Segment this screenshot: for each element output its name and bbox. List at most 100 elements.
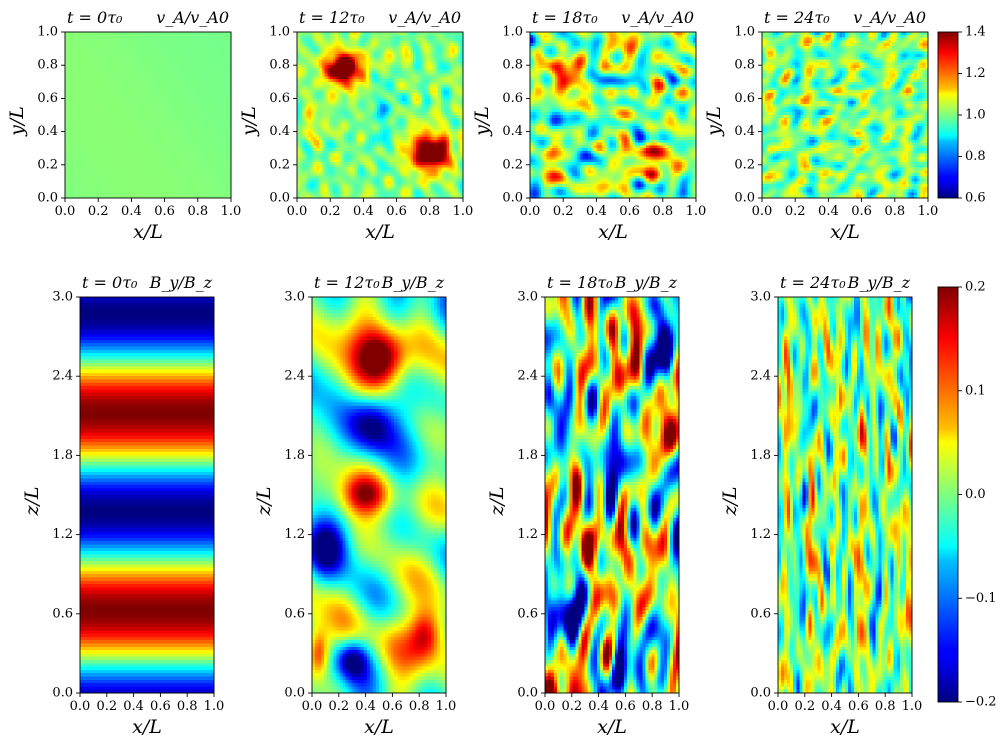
heatmap-cell [106, 45, 110, 50]
heatmap-cell [200, 98, 204, 102]
heatmap-cell [208, 73, 213, 77]
heatmap-cell [228, 37, 232, 41]
heatmap-cell [175, 65, 180, 69]
heatmap-cell [178, 54, 182, 58]
y-tick-label: 0.2 [37, 157, 58, 172]
heatmap-cell [70, 32, 74, 36]
heatmap-cell [178, 84, 182, 88]
heatmap-cell [192, 70, 196, 75]
heatmap-cell [81, 37, 85, 41]
heatmap-cell [156, 90, 160, 94]
heatmap-cell [125, 59, 130, 64]
heatmap-cell [78, 76, 83, 80]
heatmap-cell [208, 45, 213, 50]
heatmap-cell [219, 79, 224, 83]
heatmap-cell [81, 59, 85, 64]
heatmap-cell [117, 59, 121, 64]
heatmap-cell [170, 92, 174, 97]
heatmap-cell [167, 37, 171, 41]
heatmap-cell [150, 51, 155, 55]
heatmap-cell [100, 54, 105, 58]
heatmap-cell [178, 70, 182, 75]
heatmap-cell [214, 51, 218, 55]
heatmap-cell [183, 62, 188, 66]
heatmap-cell [170, 95, 174, 99]
heatmap-cell [98, 95, 102, 99]
heatmap-cells [65, 32, 232, 199]
heatmap-cell [172, 87, 177, 91]
heatmap-cell [159, 45, 163, 50]
heatmap-cell [181, 98, 185, 102]
heatmap-cell [222, 37, 227, 41]
heatmap-cell [139, 37, 144, 41]
heatmap-cell [123, 56, 127, 61]
heatmap-cell [183, 101, 188, 105]
heatmap-cell [159, 103, 163, 108]
heatmap-cell [161, 32, 166, 36]
heatmap-cell [123, 98, 127, 102]
heatmap-cell [114, 51, 119, 55]
heatmap-cell [87, 87, 91, 91]
heatmap-cell [134, 34, 138, 39]
heatmap-cell [175, 48, 180, 52]
heatmap-cell [120, 92, 124, 97]
heatmap-cell [131, 103, 135, 108]
heatmap-cell [161, 56, 166, 61]
heatmap-cell [195, 40, 199, 44]
heatmap-cell [219, 34, 224, 39]
heatmap-cell [161, 98, 166, 102]
heatmap-cell [114, 98, 119, 102]
heatmap-cell [217, 34, 221, 39]
heatmap-cell [148, 54, 152, 58]
heatmap-cell [211, 40, 215, 44]
heatmap-cell [76, 98, 80, 102]
heatmap-cell [81, 73, 85, 77]
heatmap-cell [225, 32, 229, 36]
heatmap-cell [170, 56, 174, 61]
heatmap-cell [195, 34, 199, 39]
heatmap-cell [195, 54, 199, 58]
heatmap-cell [95, 81, 99, 86]
heatmap-cell [208, 54, 213, 58]
heatmap-cell [164, 34, 168, 39]
heatmap-cell [164, 67, 168, 72]
heatmap-cell [200, 101, 204, 105]
heatmap-cell [175, 79, 180, 83]
heatmap-cell [183, 70, 188, 75]
heatmap-cell [228, 87, 232, 91]
panel-quantity-label: v_A/v_A0 [156, 8, 229, 27]
heatmap-cell [89, 62, 94, 66]
heatmap-cell [178, 48, 182, 52]
heatmap-cell [222, 79, 227, 83]
heatmap-cell [117, 90, 121, 94]
heatmap-cell [70, 103, 74, 108]
heatmap-cell [225, 40, 229, 44]
heatmap-cell [89, 32, 94, 36]
heatmap-cell [167, 90, 171, 94]
heatmap-cell [164, 92, 168, 97]
heatmap-cell [92, 62, 97, 66]
heatmap-cell [112, 45, 116, 50]
heatmap-cell [175, 103, 180, 108]
heatmap-cell [114, 48, 119, 52]
heatmap-cell [81, 95, 85, 99]
heatmap-cell [98, 54, 102, 58]
heatmap-cell [228, 90, 232, 94]
heatmap-cell [214, 98, 218, 102]
heatmap-cell [65, 48, 69, 52]
heatmap-cell [128, 92, 132, 97]
heatmap-cell [73, 73, 77, 77]
heatmap-cell [206, 67, 210, 72]
heatmap-cell [76, 87, 80, 91]
heatmap-cell [208, 101, 213, 105]
heatmap-cell [203, 48, 207, 52]
heatmap-cell [87, 62, 91, 66]
heatmap-cell [112, 103, 116, 108]
heatmap-cell [125, 87, 130, 91]
heatmap-cell [114, 79, 119, 83]
heatmap-cell [156, 84, 160, 88]
heatmap-cell [164, 37, 168, 41]
heatmap-cell [195, 73, 199, 77]
heatmap-cell [208, 79, 213, 83]
heatmap-cell [109, 45, 113, 50]
